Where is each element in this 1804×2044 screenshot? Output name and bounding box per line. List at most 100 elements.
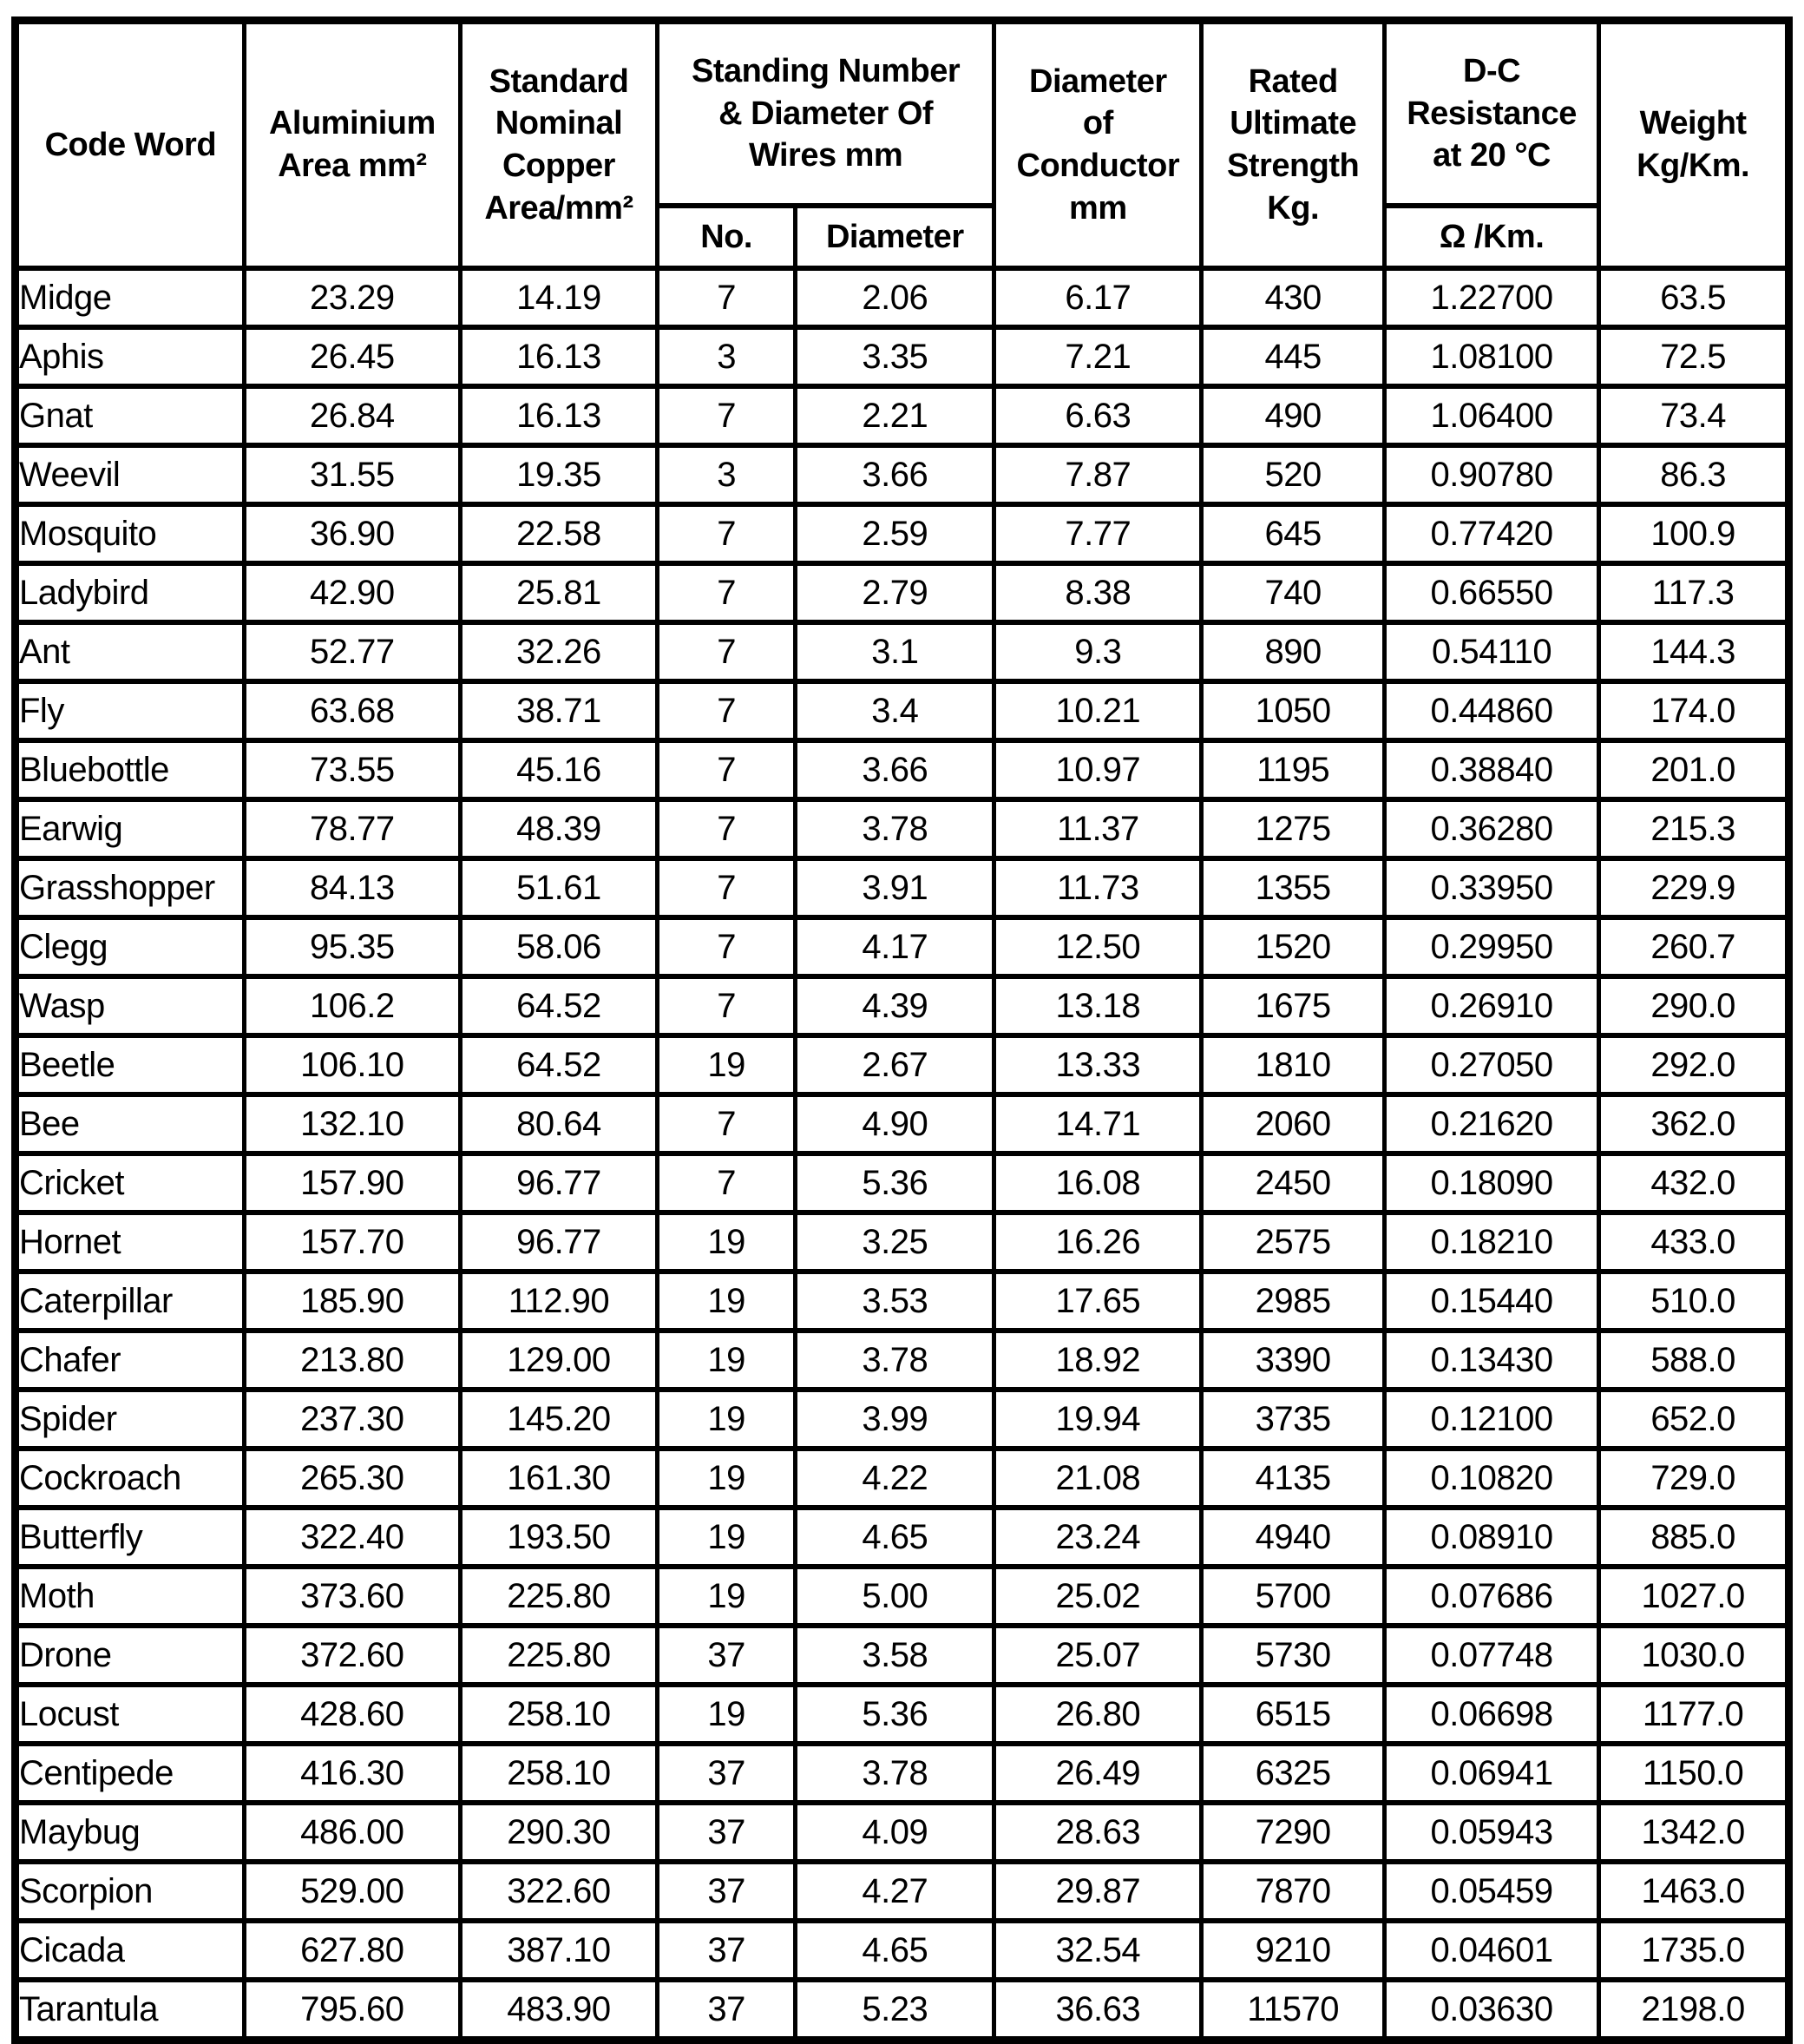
value-cell: 3.99 — [793, 1387, 997, 1451]
value-cell: 292.0 — [1597, 1033, 1791, 1097]
table-row: Midge 23.29 14.19 7 2.06 6.17 430 1.22700 63.5 — [13, 266, 1791, 330]
value-cell: 129.00 — [458, 1328, 659, 1392]
value-cell: 1463.0 — [1597, 1859, 1791, 1923]
value-cell: 229.9 — [1597, 856, 1791, 920]
value-cell: 0.12100 — [1381, 1387, 1602, 1451]
code-word-cell: Weevil — [13, 443, 246, 507]
header-weight: Weight Kg/Km. — [1597, 17, 1791, 271]
value-cell: 16.26 — [992, 1210, 1204, 1274]
value-cell: 86.3 — [1597, 443, 1791, 507]
value-cell: 161.30 — [458, 1446, 659, 1510]
value-cell: 132.10 — [241, 1092, 463, 1156]
code-word-cell: Hornet — [13, 1210, 246, 1274]
code-word-cell: Fly — [13, 679, 246, 743]
conductor-spec-table: Code Word Aluminium Area mm² Standard No… — [11, 16, 1793, 2044]
value-cell: 14.71 — [992, 1092, 1204, 1156]
value-cell: 3.25 — [793, 1210, 997, 1274]
value-cell: 37 — [654, 1623, 798, 1687]
code-word-cell: Aphis — [13, 325, 246, 389]
value-cell: 19 — [654, 1387, 798, 1451]
value-cell: 322.40 — [241, 1505, 463, 1569]
table-body: Midge 23.29 14.19 7 2.06 6.17 430 1.22700 63.5 Ap… — [13, 266, 1791, 2043]
value-cell: 2450 — [1199, 1151, 1387, 1215]
value-cell: 7 — [654, 561, 798, 625]
value-cell: 490 — [1199, 384, 1387, 448]
value-cell: 4.39 — [793, 974, 997, 1038]
value-cell: 48.39 — [458, 797, 659, 861]
value-cell: 16.13 — [458, 325, 659, 389]
value-cell: 1735.0 — [1597, 1918, 1791, 1982]
value-cell: 3.1 — [793, 620, 997, 684]
value-cell: 38.71 — [458, 679, 659, 743]
code-word-cell: Maybug — [13, 1800, 246, 1864]
value-cell: 37 — [654, 1800, 798, 1864]
value-cell: 7.21 — [992, 325, 1204, 389]
value-cell: 106.2 — [241, 974, 463, 1038]
value-cell: 430 — [1199, 266, 1387, 330]
value-cell: 3.66 — [793, 443, 997, 507]
value-cell: 428.60 — [241, 1682, 463, 1746]
value-cell: 0.04601 — [1381, 1918, 1602, 1982]
value-cell: 290.30 — [458, 1800, 659, 1864]
table-row: Bluebottle 73.55 45.16 7 3.66 10.97 1195 0.3884… — [13, 738, 1791, 802]
table-row: Fly 63.68 38.71 7 3.4 10.21 1050 0.44860 174.0 — [13, 679, 1791, 743]
value-cell: 19.94 — [992, 1387, 1204, 1451]
value-cell: 100.9 — [1597, 502, 1791, 566]
value-cell: 95.35 — [241, 915, 463, 979]
table-row: Maybug 486.00 290.30 37 4.09 28.63 7290 0.05943… — [13, 1800, 1791, 1864]
value-cell: 0.18210 — [1381, 1210, 1602, 1274]
value-cell: 3.78 — [793, 797, 997, 861]
value-cell: 795.60 — [241, 1977, 463, 2043]
value-cell: 19 — [654, 1505, 798, 1569]
value-cell: 73.55 — [241, 738, 463, 802]
value-cell: 4.65 — [793, 1505, 997, 1569]
value-cell: 2.21 — [793, 384, 997, 448]
value-cell: 19 — [654, 1446, 798, 1510]
value-cell: 0.36280 — [1381, 797, 1602, 861]
value-cell: 7 — [654, 679, 798, 743]
value-cell: 18.92 — [992, 1328, 1204, 1392]
value-cell: 0.18090 — [1381, 1151, 1602, 1215]
value-cell: 144.3 — [1597, 620, 1791, 684]
value-cell: 58.06 — [458, 915, 659, 979]
value-cell: 4.22 — [793, 1446, 997, 1510]
value-cell: 258.10 — [458, 1741, 659, 1805]
header-rated-strength: Rated Ultimate Strength Kg. — [1199, 17, 1387, 271]
value-cell: 5.23 — [793, 1977, 997, 2043]
value-cell: 32.54 — [992, 1918, 1204, 1982]
value-cell: 10.97 — [992, 738, 1204, 802]
value-cell: 290.0 — [1597, 974, 1791, 1038]
value-cell: 36.90 — [241, 502, 463, 566]
header-conductor-diameter: Diameter of Conductor mm — [992, 17, 1204, 271]
value-cell: 2198.0 — [1597, 1977, 1791, 2043]
value-cell: 7 — [654, 266, 798, 330]
value-cell: 0.29950 — [1381, 915, 1602, 979]
code-word-cell: Mosquito — [13, 502, 246, 566]
table-row: Ant 52.77 32.26 7 3.1 9.3 890 0.54110 144.3 — [13, 620, 1791, 684]
value-cell: 0.03630 — [1381, 1977, 1602, 2043]
value-cell: 740 — [1199, 561, 1387, 625]
value-cell: 72.5 — [1597, 325, 1791, 389]
value-cell: 3.35 — [793, 325, 997, 389]
value-cell: 193.50 — [458, 1505, 659, 1569]
value-cell: 645 — [1199, 502, 1387, 566]
value-cell: 5.36 — [793, 1682, 997, 1746]
value-cell: 1177.0 — [1597, 1682, 1791, 1746]
table-row: Earwig 78.77 48.39 7 3.78 11.37 1275 0.36280 215… — [13, 797, 1791, 861]
value-cell: 4.90 — [793, 1092, 997, 1156]
value-cell: 0.06698 — [1381, 1682, 1602, 1746]
value-cell: 529.00 — [241, 1859, 463, 1923]
value-cell: 1050 — [1199, 679, 1387, 743]
value-cell: 225.80 — [458, 1564, 659, 1628]
value-cell: 0.33950 — [1381, 856, 1602, 920]
value-cell: 4.17 — [793, 915, 997, 979]
value-cell: 483.90 — [458, 1977, 659, 2043]
value-cell: 0.15440 — [1381, 1269, 1602, 1333]
value-cell: 112.90 — [458, 1269, 659, 1333]
table-row: Scorpion 529.00 322.60 37 4.27 29.87 7870 0.054… — [13, 1859, 1791, 1923]
value-cell: 0.21620 — [1381, 1092, 1602, 1156]
table-row: Caterpillar 185.90 112.90 19 3.53 17.65 2985 0.… — [13, 1269, 1791, 1333]
table-row: Locust 428.60 258.10 19 5.36 26.80 6515 0.06698… — [13, 1682, 1791, 1746]
value-cell: 1275 — [1199, 797, 1387, 861]
value-cell: 4.65 — [793, 1918, 997, 1982]
